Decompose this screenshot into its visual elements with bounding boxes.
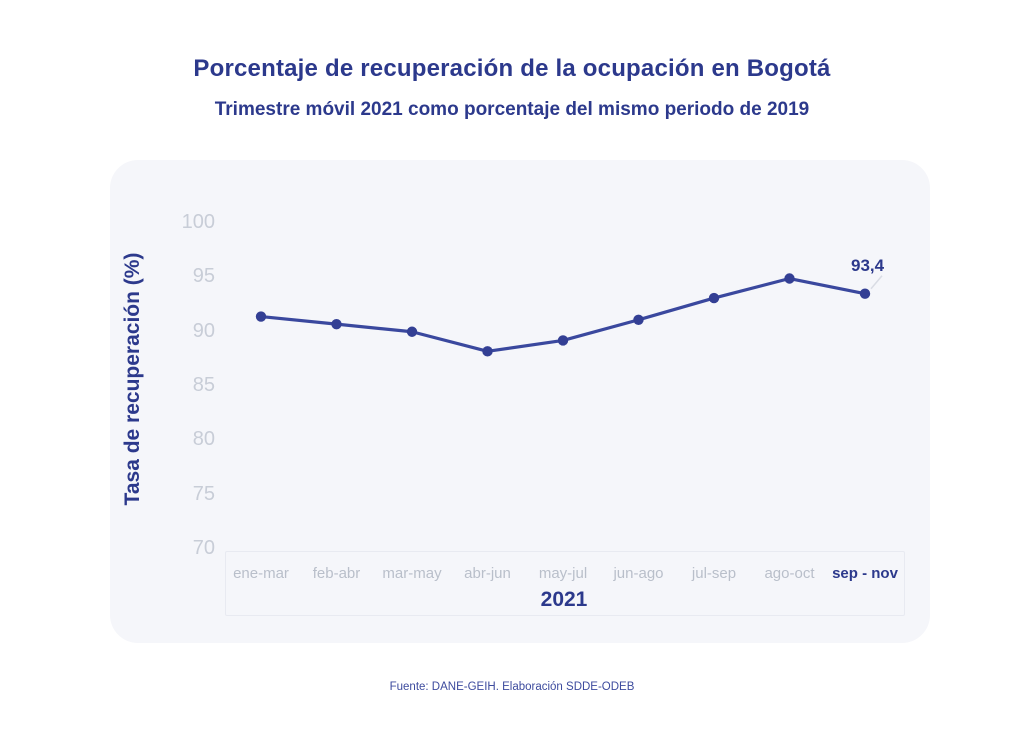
x-tick-label: jul-sep [691, 565, 737, 582]
x-tick-label: ene-mar [233, 565, 289, 582]
x-tick-label: may-jul [538, 565, 588, 582]
chart-title: Porcentaje de recuperación de la ocupaci… [193, 55, 831, 82]
x-tick-label: jun-ago [613, 565, 664, 582]
y-tick-label: 85 [192, 374, 215, 396]
x-tick-label: sep - nov [832, 565, 898, 582]
chart-subtitle: Trimestre móvil 2021 como porcentaje del… [214, 99, 810, 120]
y-tick-label: 80 [192, 428, 215, 451]
x-tick-label: ago-oct [764, 565, 815, 582]
chart-panel [110, 160, 930, 643]
x-tick-label: feb-abr [312, 565, 361, 582]
y-axis-title: Tasa de recuperación (%) [121, 252, 144, 506]
y-tick-label: 95 [192, 265, 215, 288]
x-tick-label: mar-may [382, 565, 442, 582]
source-note: Fuente: DANE-GEIH. Elaboración SDDE-ODEB [389, 681, 635, 693]
last-point-label: 93,4 [851, 256, 885, 275]
x-axis-title: 2021 [540, 588, 588, 611]
x-axis-frame [225, 551, 905, 616]
y-tick-label: 100 [181, 211, 215, 233]
y-tick-label: 75 [192, 482, 215, 505]
y-tick-label: 90 [192, 319, 215, 342]
x-tick-label: abr-jun [464, 565, 511, 582]
y-tick-label: 70 [192, 537, 215, 559]
